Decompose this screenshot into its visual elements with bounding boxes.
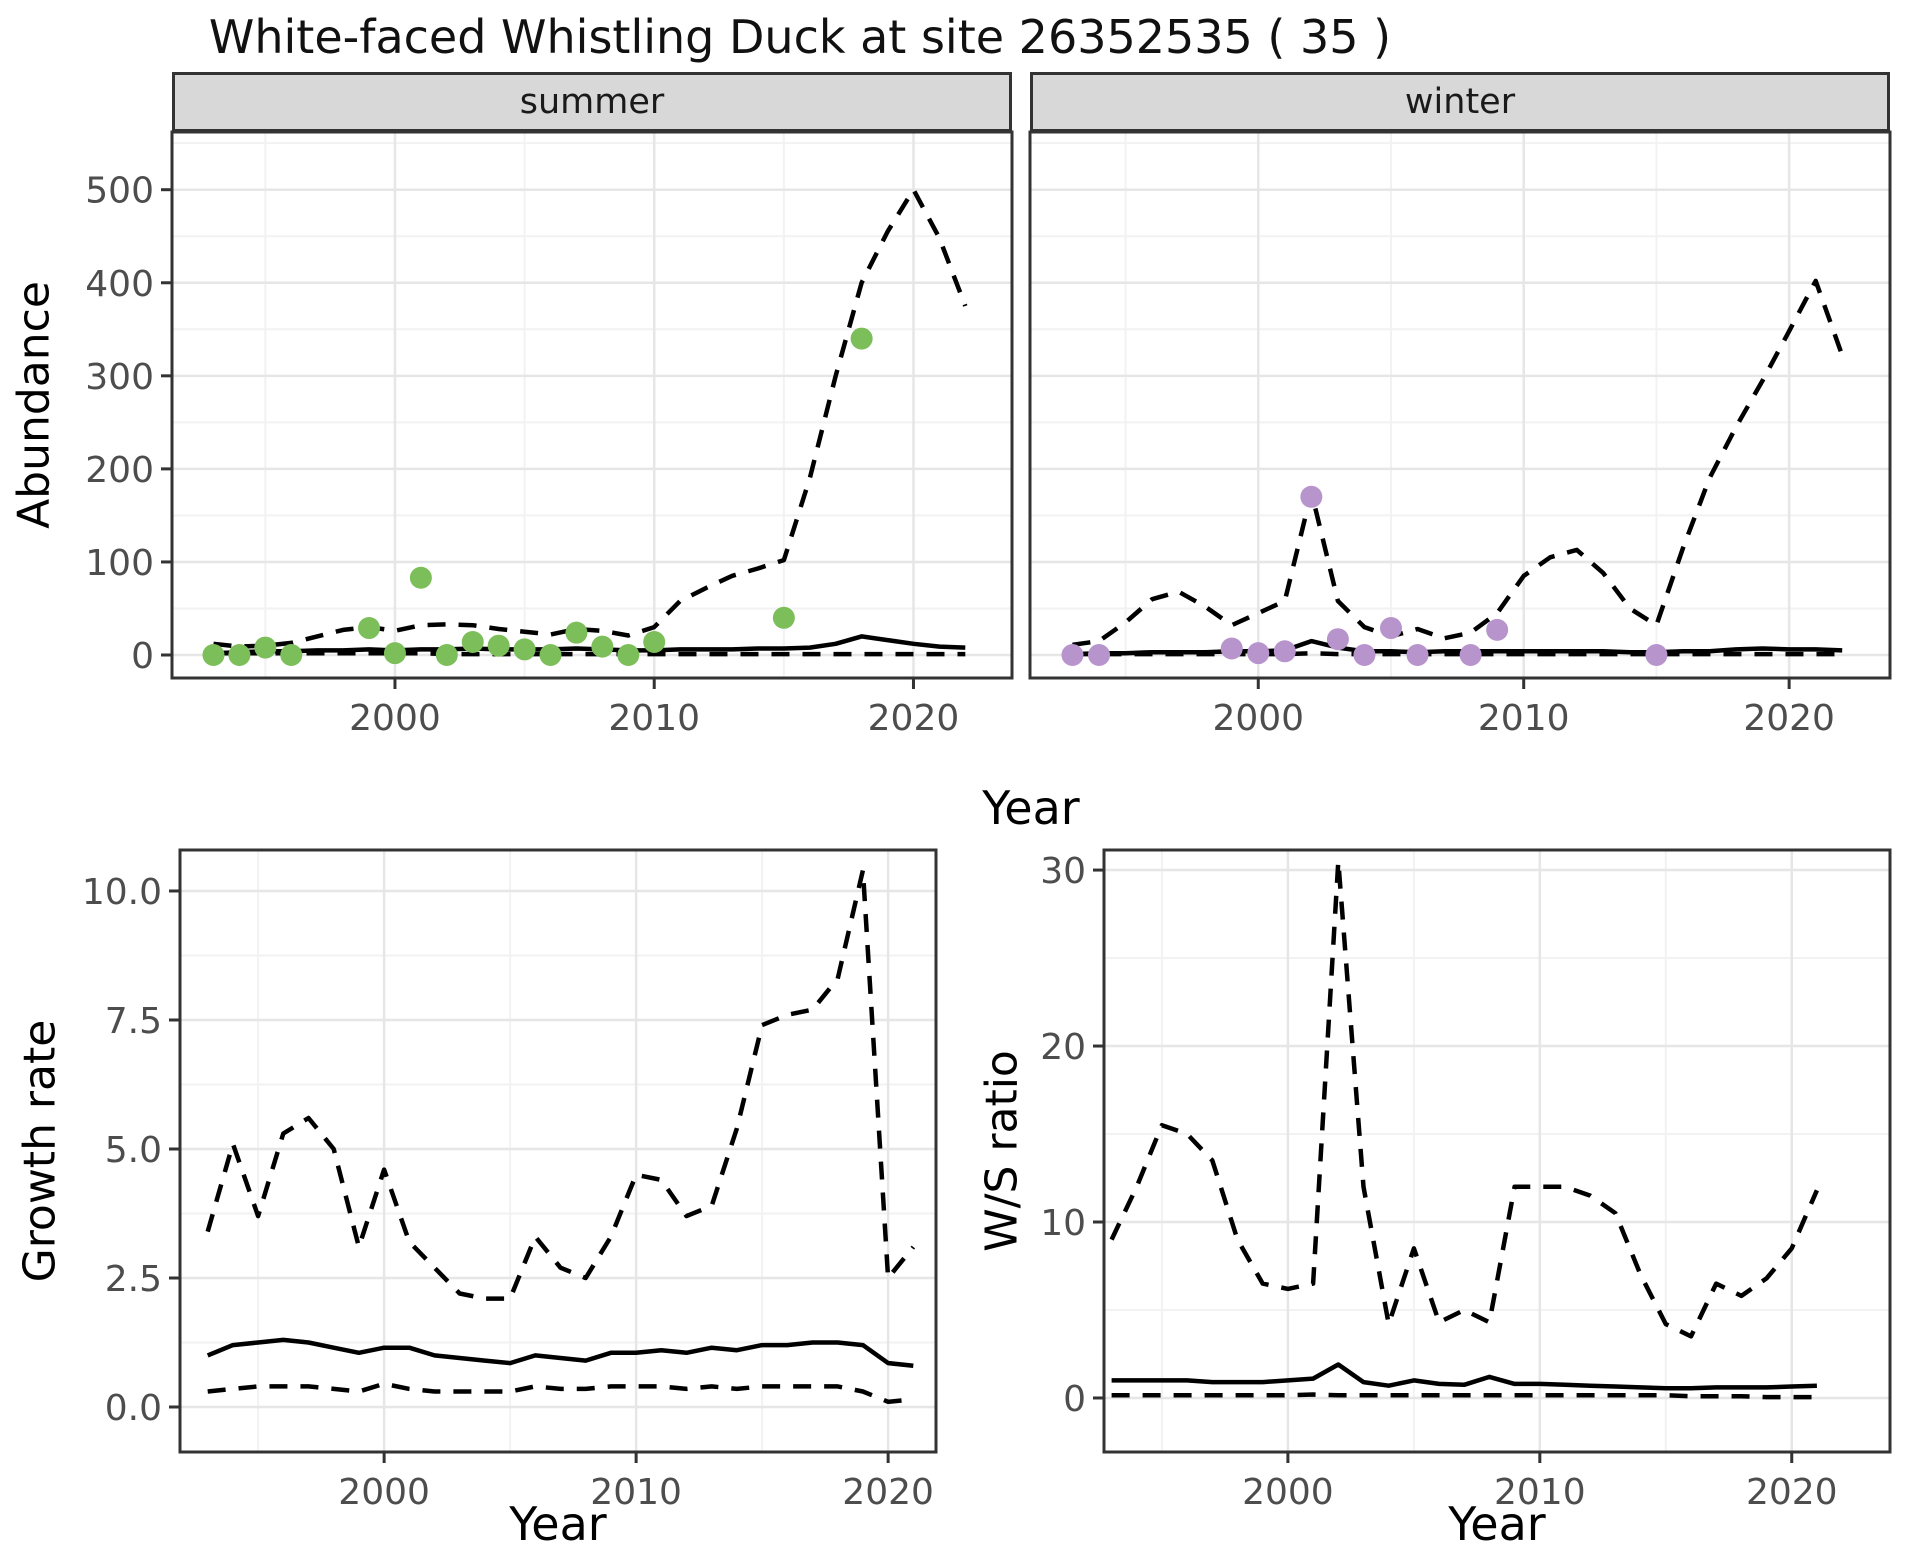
data-point bbox=[772, 606, 795, 629]
panel-background bbox=[180, 850, 936, 1452]
series-lower_ci bbox=[213, 650, 966, 657]
data-point bbox=[1645, 644, 1668, 667]
facet-strip-summer-label: summer bbox=[519, 82, 665, 122]
data-point bbox=[1486, 618, 1509, 641]
y-tick-label: 300 bbox=[85, 357, 154, 398]
data-point bbox=[643, 630, 666, 653]
data-point bbox=[228, 644, 251, 667]
data-point bbox=[1273, 640, 1296, 663]
data-point bbox=[1459, 644, 1482, 667]
y-tick-label: 2.5 bbox=[105, 1259, 162, 1300]
panel-border bbox=[1102, 848, 1892, 1454]
panel-border bbox=[178, 848, 938, 1454]
x-tick-label: 2020 bbox=[842, 1472, 934, 1513]
x-tick-label: 2000 bbox=[1242, 1472, 1334, 1513]
data-point bbox=[1220, 637, 1243, 660]
y-tick-label: 5.0 bbox=[105, 1130, 162, 1171]
facet-strip-winter-label: winter bbox=[1404, 82, 1516, 122]
x-tick-label: 2000 bbox=[338, 1472, 430, 1513]
ws-ratio-axis-title: W/S ratio bbox=[976, 1050, 1028, 1252]
panel-background bbox=[1030, 132, 1890, 678]
data-point bbox=[280, 644, 303, 667]
x-tick-label: 2010 bbox=[1478, 698, 1570, 739]
data-point bbox=[1247, 642, 1270, 665]
data-point bbox=[358, 617, 381, 640]
y-tick-label: 7.5 bbox=[105, 1001, 162, 1042]
y-tick-label: 10 bbox=[1040, 1203, 1086, 1244]
y-tick-label: 30 bbox=[1040, 851, 1086, 892]
chart-title: White-faced Whistling Duck at site 26352… bbox=[208, 10, 1392, 64]
data-point bbox=[1088, 644, 1111, 667]
year-axis-title-growth: Year bbox=[509, 1497, 607, 1551]
series-lower_ci bbox=[1072, 650, 1843, 657]
data-point bbox=[435, 644, 458, 667]
data-point bbox=[565, 621, 588, 644]
data-point bbox=[539, 644, 562, 667]
data-point bbox=[591, 635, 614, 658]
panel-background bbox=[172, 132, 1012, 678]
data-point bbox=[1061, 644, 1084, 667]
data-point bbox=[513, 638, 536, 661]
data-point bbox=[461, 630, 484, 653]
y-tick-label: 400 bbox=[85, 264, 154, 305]
series-upper_ci bbox=[1072, 278, 1845, 648]
y-tick-label: 100 bbox=[85, 543, 154, 584]
series-median bbox=[206, 1337, 914, 1368]
x-tick-label: 2020 bbox=[868, 698, 960, 739]
series-upper_ci bbox=[213, 187, 968, 649]
y-tick-label: 0.0 bbox=[105, 1388, 162, 1429]
series-upper_ci bbox=[205, 868, 916, 1301]
panel-border bbox=[170, 130, 1014, 680]
series-lower_ci bbox=[207, 1381, 914, 1405]
data-point bbox=[254, 636, 277, 659]
x-tick-label: 2010 bbox=[590, 1472, 682, 1513]
data-point bbox=[1300, 485, 1323, 508]
y-tick-label: 10.0 bbox=[82, 872, 162, 913]
growth-rate-axis-title: Growth rate bbox=[14, 1019, 66, 1283]
x-tick-label: 2010 bbox=[1494, 1472, 1586, 1513]
panel-border bbox=[1028, 130, 1892, 680]
x-tick-label: 2000 bbox=[349, 698, 441, 739]
facet-strip-winter: winter bbox=[1030, 72, 1890, 132]
series-upper_ci bbox=[1109, 859, 1819, 1339]
data-point bbox=[617, 644, 640, 667]
x-tick-label: 2020 bbox=[1743, 698, 1835, 739]
y-tick-label: 20 bbox=[1040, 1027, 1086, 1068]
y-tick-label: 500 bbox=[85, 171, 154, 212]
data-point bbox=[1353, 644, 1376, 667]
facet-strip-summer: summer bbox=[172, 72, 1012, 132]
series-median bbox=[1111, 1362, 1817, 1391]
data-point bbox=[1379, 617, 1402, 640]
y-tick-label: 0 bbox=[131, 636, 154, 677]
data-point bbox=[487, 634, 510, 657]
data-point bbox=[1326, 628, 1349, 651]
data-point bbox=[202, 644, 225, 667]
y-tick-label: 200 bbox=[85, 450, 154, 491]
y-tick-label: 0 bbox=[1063, 1379, 1086, 1420]
abundance-axis-title: Abundance bbox=[8, 281, 60, 529]
x-tick-label: 2000 bbox=[1212, 698, 1304, 739]
series-lower_ci bbox=[1111, 1392, 1817, 1400]
x-tick-label: 2020 bbox=[1746, 1472, 1838, 1513]
year-axis-title-top: Year bbox=[982, 781, 1080, 835]
x-tick-label: 2010 bbox=[608, 698, 700, 739]
data-point bbox=[383, 642, 406, 665]
series-median bbox=[213, 634, 966, 656]
data-point bbox=[850, 327, 873, 350]
year-axis-title-ws: Year bbox=[1448, 1497, 1546, 1551]
panel-background bbox=[1104, 850, 1890, 1452]
data-point bbox=[409, 566, 432, 589]
data-point bbox=[1406, 644, 1429, 667]
